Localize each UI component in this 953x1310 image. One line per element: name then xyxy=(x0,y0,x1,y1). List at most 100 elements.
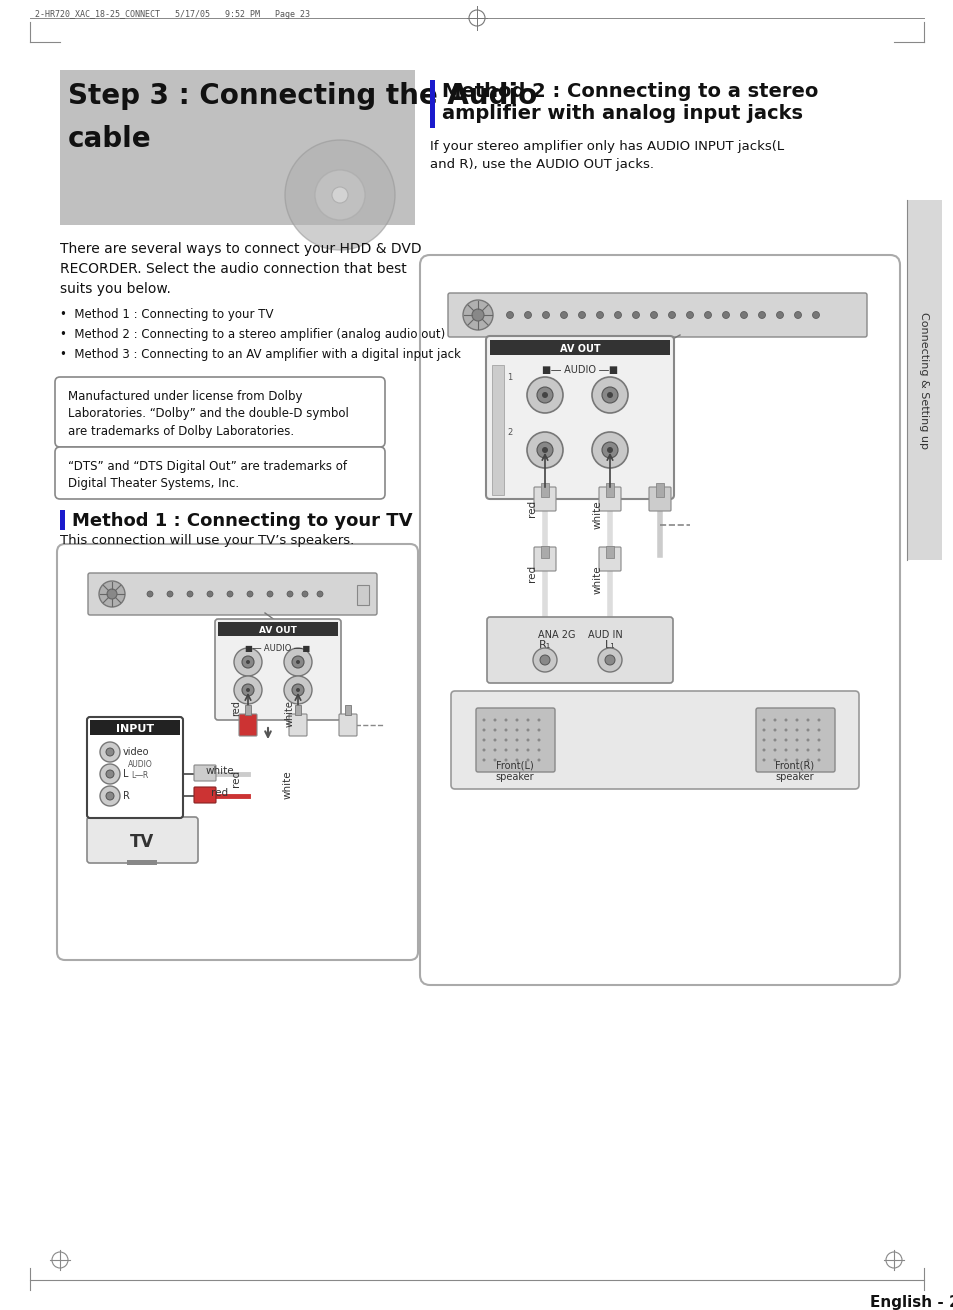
Circle shape xyxy=(515,748,518,752)
Circle shape xyxy=(106,770,113,778)
Circle shape xyxy=(817,739,820,741)
Circle shape xyxy=(233,648,262,676)
Circle shape xyxy=(601,441,618,458)
Circle shape xyxy=(107,590,117,599)
Circle shape xyxy=(817,758,820,761)
Circle shape xyxy=(703,312,711,318)
Circle shape xyxy=(606,392,613,398)
Circle shape xyxy=(524,312,531,318)
Bar xyxy=(60,510,65,531)
Circle shape xyxy=(506,312,513,318)
Bar xyxy=(605,546,614,558)
Circle shape xyxy=(795,748,798,752)
Circle shape xyxy=(773,739,776,741)
Circle shape xyxy=(247,591,253,597)
Circle shape xyxy=(106,748,113,756)
Text: AV OUT: AV OUT xyxy=(559,345,599,354)
Circle shape xyxy=(795,758,798,761)
Bar xyxy=(605,483,614,496)
Circle shape xyxy=(805,739,809,741)
Text: AV OUT: AV OUT xyxy=(259,626,296,635)
FancyBboxPatch shape xyxy=(55,447,385,499)
Circle shape xyxy=(783,739,786,741)
Text: Method 1 : Connecting to your TV: Method 1 : Connecting to your TV xyxy=(71,512,412,531)
Circle shape xyxy=(537,718,540,722)
Circle shape xyxy=(601,386,618,403)
Text: white: white xyxy=(206,766,234,776)
Circle shape xyxy=(493,758,496,761)
Circle shape xyxy=(526,758,529,761)
Circle shape xyxy=(604,655,615,665)
Circle shape xyxy=(482,718,485,722)
FancyBboxPatch shape xyxy=(451,690,858,789)
Circle shape xyxy=(614,312,620,318)
Circle shape xyxy=(526,432,562,468)
Circle shape xyxy=(812,312,819,318)
Bar xyxy=(345,705,351,715)
Circle shape xyxy=(100,741,120,762)
FancyBboxPatch shape xyxy=(598,548,620,571)
Text: INPUT: INPUT xyxy=(116,724,153,734)
Circle shape xyxy=(740,312,747,318)
Bar xyxy=(490,341,669,355)
Circle shape xyxy=(482,748,485,752)
Circle shape xyxy=(207,591,213,597)
Circle shape xyxy=(668,312,675,318)
Circle shape xyxy=(493,739,496,741)
Circle shape xyxy=(292,684,304,696)
Circle shape xyxy=(332,187,348,203)
Circle shape xyxy=(99,582,125,607)
Circle shape xyxy=(526,718,529,722)
Circle shape xyxy=(246,660,250,664)
Bar xyxy=(356,586,369,605)
Circle shape xyxy=(598,648,621,672)
Circle shape xyxy=(817,728,820,731)
Circle shape xyxy=(537,739,540,741)
Bar xyxy=(492,365,503,495)
Text: red: red xyxy=(526,500,537,517)
Circle shape xyxy=(526,728,529,731)
Circle shape xyxy=(776,312,782,318)
Bar xyxy=(294,705,301,715)
Text: ■― AUDIO ―■: ■― AUDIO ―■ xyxy=(245,645,311,652)
FancyBboxPatch shape xyxy=(486,617,672,683)
Text: white: white xyxy=(593,500,602,529)
Bar xyxy=(218,622,337,635)
Circle shape xyxy=(560,312,567,318)
FancyBboxPatch shape xyxy=(476,707,555,772)
Circle shape xyxy=(539,655,550,665)
Circle shape xyxy=(721,312,729,318)
Text: R₁: R₁ xyxy=(538,641,551,650)
Text: •  Method 3 : Connecting to an AV amplifier with a digital input jack: • Method 3 : Connecting to an AV amplifi… xyxy=(60,348,460,362)
Circle shape xyxy=(526,739,529,741)
Text: ■― AUDIO ―■: ■― AUDIO ―■ xyxy=(541,365,618,375)
Circle shape xyxy=(233,676,262,703)
Circle shape xyxy=(284,648,312,676)
Circle shape xyxy=(147,591,152,597)
Circle shape xyxy=(537,758,540,761)
Circle shape xyxy=(795,728,798,731)
Text: English - 23: English - 23 xyxy=(869,1296,953,1310)
Text: TV: TV xyxy=(130,833,154,852)
Circle shape xyxy=(596,312,603,318)
Circle shape xyxy=(285,140,395,250)
FancyBboxPatch shape xyxy=(55,377,385,447)
Text: white: white xyxy=(593,565,602,593)
Circle shape xyxy=(462,300,493,330)
Circle shape xyxy=(246,688,250,692)
Circle shape xyxy=(482,739,485,741)
Circle shape xyxy=(187,591,193,597)
FancyBboxPatch shape xyxy=(534,487,556,511)
Circle shape xyxy=(267,591,273,597)
Text: •  Method 2 : Connecting to a stereo amplifier (analog audio out): • Method 2 : Connecting to a stereo ampl… xyxy=(60,328,445,341)
Circle shape xyxy=(284,676,312,703)
Bar xyxy=(656,483,663,496)
Circle shape xyxy=(242,656,253,668)
Circle shape xyxy=(537,386,553,403)
Circle shape xyxy=(526,377,562,413)
Bar xyxy=(127,859,157,865)
FancyBboxPatch shape xyxy=(419,255,899,985)
Text: There are several ways to connect your HDD & DVD
RECORDER. Select the audio conn: There are several ways to connect your H… xyxy=(60,242,421,296)
Bar xyxy=(90,721,180,735)
Circle shape xyxy=(805,758,809,761)
